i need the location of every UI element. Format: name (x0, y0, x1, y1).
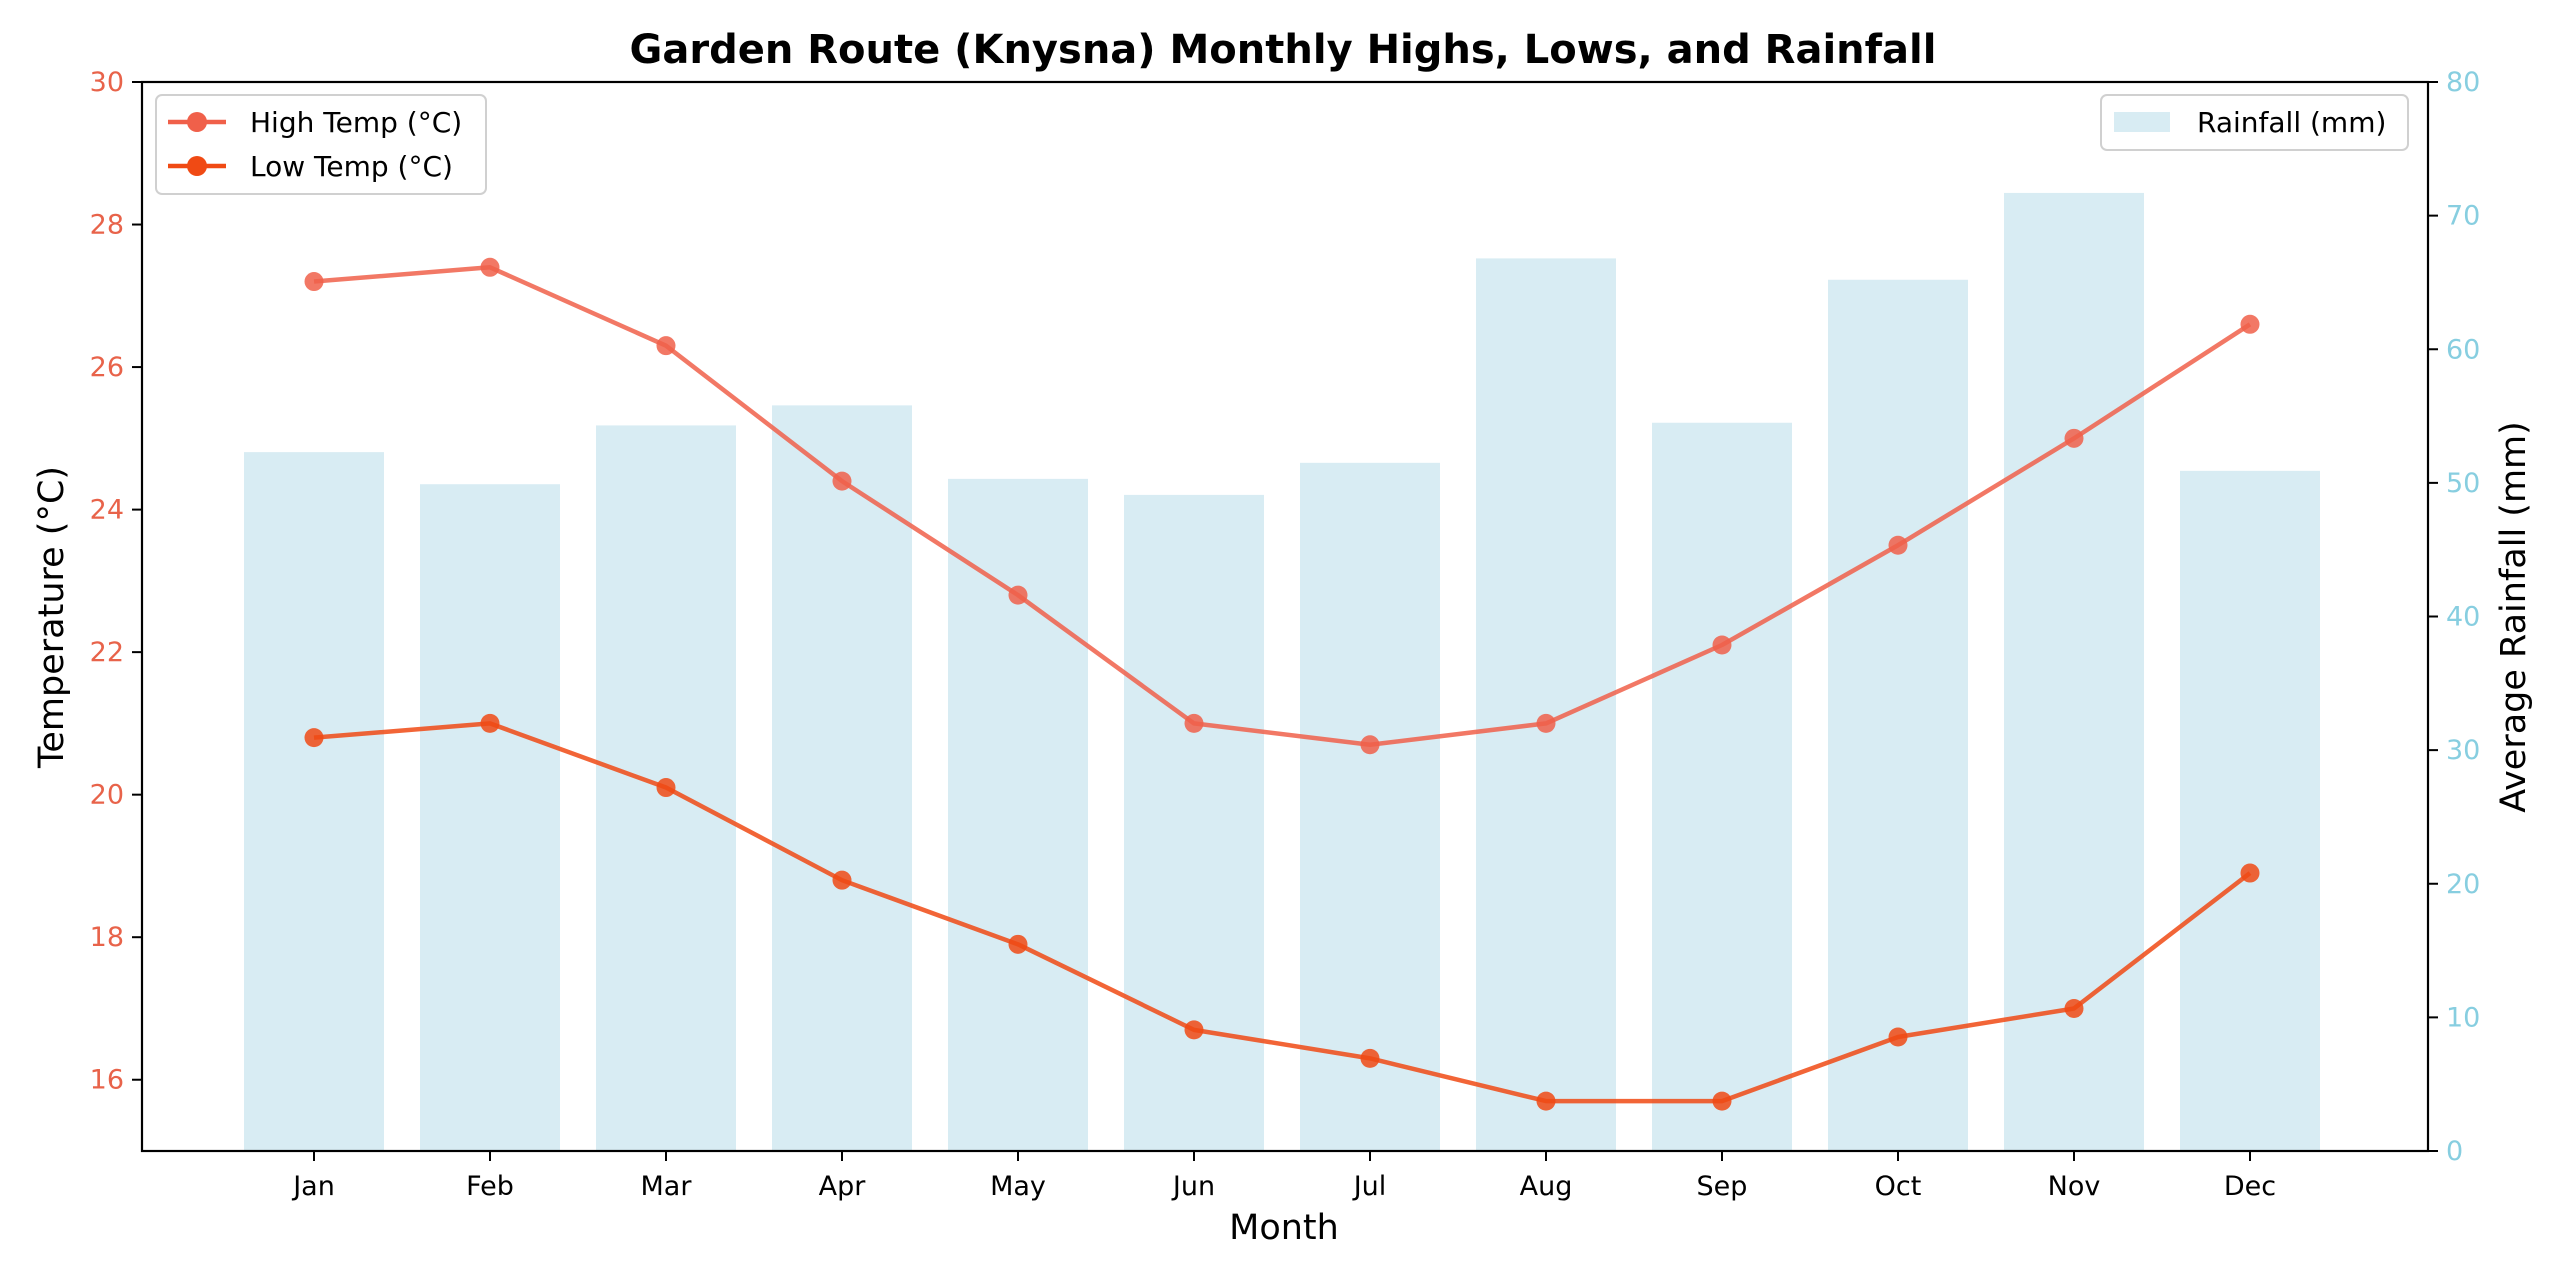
high-temp-point-nov (2064, 428, 2084, 448)
x-axis-title: Month (1229, 1208, 1339, 1248)
x-tick-label-jul: Jul (1352, 1171, 1387, 1202)
x-tick-label-oct: Oct (1875, 1171, 1922, 1202)
x-tick-label-nov: Nov (2048, 1171, 2101, 1202)
legend-rainfall-frame (2100, 94, 2409, 151)
left-tick-label: 26 (90, 352, 124, 383)
low-temp-point-feb (480, 713, 500, 733)
high-temp-point-oct (1888, 535, 1908, 555)
legend-high-marker (187, 112, 207, 132)
right-tick-label: 50 (2446, 468, 2480, 499)
high-temp-point-aug (1536, 713, 1556, 733)
left-tick-label: 28 (90, 210, 124, 241)
rainfall-bar-feb (420, 484, 560, 1151)
rainfall-bar-may (948, 478, 1088, 1152)
x-tick-label-may: May (990, 1171, 1046, 1202)
legend-rainfall: Rainfall (mm) (2100, 94, 2409, 151)
x-tick-label-apr: Apr (819, 1171, 867, 1202)
x-axis: Jan Feb Mar Apr May Jun Jul Aug Sep Oct Nov Dec (291, 1151, 2276, 1202)
x-tick-label-dec: Dec (2224, 1171, 2276, 1202)
high-temp-point-jun (1184, 713, 1204, 733)
low-temp-point-jan (304, 728, 324, 748)
right-tick-label: 60 (2446, 334, 2480, 365)
left-y-axis: 16 18 20 22 24 26 28 30 (90, 67, 142, 1096)
right-tick-label: 40 (2446, 602, 2480, 633)
rainfall-bar-jan (244, 452, 384, 1151)
left-tick-label: 22 (90, 637, 124, 668)
x-tick-label-aug: Aug (1520, 1171, 1573, 1202)
right-y-axis-title: Average Rainfall (mm) (2494, 421, 2534, 813)
low-temp-point-nov (2064, 998, 2084, 1018)
legend-rainfall-label: Rainfall (mm) (2197, 106, 2386, 139)
high-temp-point-dec (2240, 314, 2260, 334)
rainfall-bar-apr (772, 405, 912, 1151)
high-temp-point-may (1008, 585, 1028, 605)
high-temp-point-apr (832, 471, 852, 491)
right-tick-label: 30 (2446, 735, 2480, 766)
low-temp-point-jun (1184, 1020, 1204, 1040)
high-temp-point-mar (656, 336, 676, 356)
rainfall-bar-sep (1652, 422, 1792, 1151)
x-tick-label-feb: Feb (466, 1171, 514, 1202)
high-temp-point-feb (480, 257, 500, 277)
low-temp-point-may (1008, 934, 1028, 954)
low-temp-point-jul (1360, 1048, 1380, 1068)
left-y-axis-title: Temperature (°C) (32, 466, 72, 769)
right-tick-label: 0 (2446, 1136, 2463, 1167)
rainfall-bar-oct (1828, 279, 1968, 1151)
left-tick-label: 30 (90, 67, 124, 98)
chart-title: Garden Route (Knysna) Monthly Highs, Low… (630, 27, 1937, 73)
legend-rainfall-swatch (2114, 112, 2170, 132)
rainfall-bar-aug (1476, 258, 1616, 1151)
legend-temperature-frame (155, 94, 487, 195)
low-temp-point-mar (656, 778, 676, 798)
low-temp-point-dec (2240, 863, 2260, 883)
high-temp-point-sep (1712, 635, 1732, 655)
low-temp-point-sep (1712, 1091, 1732, 1111)
legend-high-label: High Temp (°C) (250, 106, 462, 139)
left-tick-label: 24 (90, 495, 124, 526)
rainfall-bar-jul (1300, 462, 1440, 1151)
left-tick-label: 18 (90, 922, 124, 953)
low-temp-line (313, 721, 2252, 1104)
high-temp-point-jan (304, 272, 324, 292)
left-tick-label: 16 (90, 1065, 124, 1096)
right-tick-label: 20 (2446, 869, 2480, 900)
high-temp-point-jul (1360, 735, 1380, 755)
x-tick-label-jun: Jun (1171, 1171, 1215, 1202)
temperature-lines (304, 257, 2260, 1111)
x-tick-label-mar: Mar (641, 1171, 693, 1202)
low-temp-point-aug (1536, 1091, 1556, 1111)
high-temp-line (313, 265, 2252, 748)
rainfall-bar-nov (2004, 192, 2144, 1151)
right-y-axis: 0 10 20 30 40 50 60 70 80 (2428, 67, 2480, 1167)
right-tick-label: 10 (2446, 1002, 2480, 1033)
rainfall-bars (244, 192, 2320, 1152)
left-tick-label: 20 (90, 780, 124, 811)
x-tick-label-jan: Jan (291, 1171, 335, 1202)
right-tick-label: 80 (2446, 67, 2480, 98)
rainfall-bar-jun (1124, 494, 1264, 1151)
x-tick-label-sep: Sep (1697, 1171, 1748, 1202)
low-temp-point-oct (1888, 1027, 1908, 1047)
legend-low-label: Low Temp (°C) (250, 150, 453, 183)
right-tick-label: 70 (2446, 201, 2480, 232)
legend-temperature: High Temp (°C) Low Temp (°C) (155, 94, 487, 195)
rainfall-bar-dec (2180, 470, 2320, 1151)
legend-low-marker (187, 156, 207, 176)
low-temp-point-apr (832, 870, 852, 890)
